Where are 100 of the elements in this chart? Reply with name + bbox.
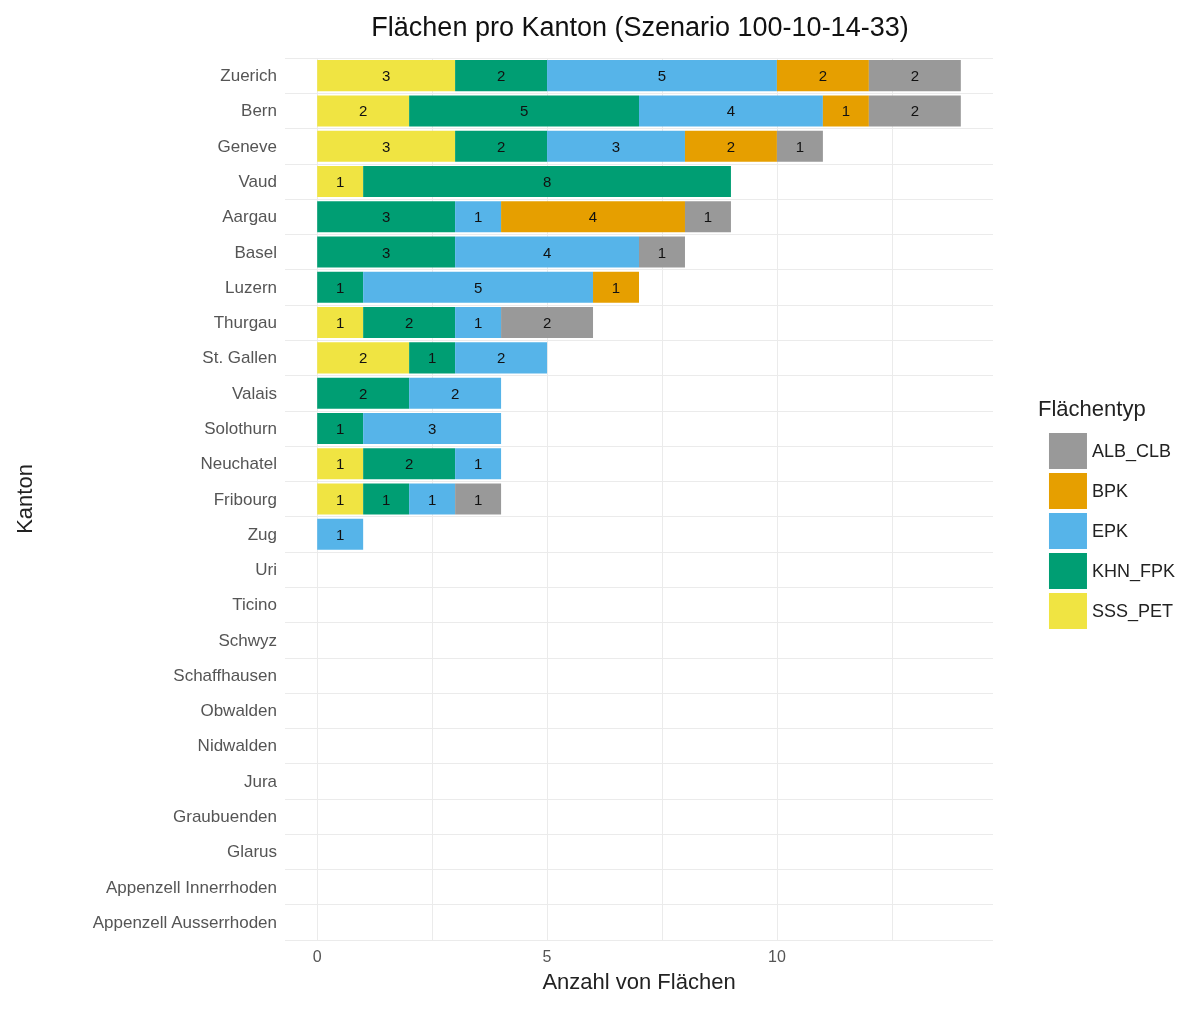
- y-tick-label: Basel: [234, 242, 277, 262]
- data-label: 2: [358, 102, 368, 120]
- bar: [363, 448, 456, 480]
- y-tick-label: Graubuenden: [173, 807, 277, 827]
- bar: [455, 342, 548, 374]
- data-label: 1: [657, 243, 667, 261]
- bar: [455, 201, 502, 233]
- data-label: 1: [703, 208, 713, 226]
- data-label: 1: [841, 102, 851, 120]
- bar: [317, 60, 456, 92]
- bar: [317, 130, 456, 162]
- y-tick-label: Jura: [243, 771, 278, 791]
- bar: [363, 165, 731, 197]
- y-tick-label: Ticino: [232, 595, 277, 615]
- data-label: 1: [336, 455, 345, 473]
- bar: [317, 201, 456, 233]
- bar: [455, 448, 502, 480]
- data-label: 3: [381, 243, 391, 261]
- data-label: 5: [473, 278, 483, 296]
- data-label: 3: [611, 137, 621, 155]
- data-label: 2: [358, 384, 368, 402]
- data-label: 1: [473, 208, 483, 226]
- chart-title: Flächen pro Kanton (Szenario 100-10-14-33): [371, 11, 909, 42]
- data-label: 1: [336, 525, 345, 543]
- bar: [639, 95, 823, 127]
- y-tick-label: Fribourg: [213, 489, 277, 509]
- y-tick-label: Vaud: [238, 171, 277, 191]
- bar: [409, 483, 456, 515]
- data-label: 3: [381, 137, 391, 155]
- y-tick-label: Obwalden: [200, 701, 277, 721]
- data-label: 1: [336, 490, 345, 508]
- data-label: 1: [795, 137, 805, 155]
- bar: [455, 483, 502, 515]
- bar: [593, 271, 639, 303]
- bar: [455, 307, 502, 339]
- bar: [501, 307, 594, 339]
- legend-title: Flächentyp: [1038, 395, 1146, 421]
- data-label: 3: [381, 67, 391, 85]
- y-tick-label: Luzern: [225, 277, 277, 297]
- bar: [684, 201, 731, 233]
- data-label: 4: [542, 243, 552, 261]
- x-tick-label: 10: [768, 947, 786, 965]
- y-axis-title: Kanton: [11, 464, 37, 534]
- data-label: 2: [818, 67, 828, 85]
- bar: [409, 342, 456, 374]
- y-tick-label: Schaffhausen: [173, 665, 277, 685]
- data-label: 5: [519, 102, 529, 120]
- y-tick-label: Valais: [231, 383, 277, 403]
- data-label: 2: [910, 67, 920, 85]
- bar: [455, 130, 548, 162]
- bar: [317, 377, 410, 409]
- bar: [409, 377, 502, 409]
- y-tick-label: Schwyz: [218, 630, 277, 650]
- data-label: 1: [427, 490, 437, 508]
- y-tick-label: Uri: [255, 560, 277, 580]
- data-label: 2: [450, 384, 460, 402]
- y-tick-label: Solothurn: [204, 418, 277, 438]
- data-label: 1: [611, 278, 621, 296]
- bar: [317, 236, 456, 268]
- bar: [776, 60, 869, 92]
- bar: [363, 483, 410, 515]
- data-label: 1: [336, 314, 345, 332]
- legend-label: SSS_PET: [1091, 601, 1174, 622]
- legend-label: EPK: [1091, 521, 1129, 541]
- x-tick-label: 5: [542, 947, 552, 965]
- bar: [317, 271, 364, 303]
- data-label: 1: [381, 490, 391, 508]
- data-label: 3: [381, 208, 391, 226]
- y-tick-label: Bern: [241, 101, 277, 121]
- bar: [317, 518, 364, 550]
- bar: [868, 95, 961, 127]
- y-tick-label: Geneve: [217, 136, 277, 156]
- bar: [317, 483, 364, 515]
- bar: [317, 448, 364, 480]
- bar: [547, 60, 777, 92]
- y-tick-label: Thurgau: [213, 313, 277, 333]
- bar: [547, 130, 685, 162]
- data-label: 3: [427, 419, 437, 437]
- bar: [317, 307, 364, 339]
- data-label: 2: [910, 102, 920, 120]
- bar: [317, 342, 410, 374]
- bar: [317, 95, 410, 127]
- y-tick-label: Zug: [247, 524, 277, 544]
- y-tick-label: Appenzell Ausserrhoden: [92, 912, 277, 932]
- bar: [822, 95, 869, 127]
- bar: [501, 201, 685, 233]
- bar: [363, 412, 502, 444]
- legend-label: KHN_FPK: [1091, 561, 1176, 582]
- data-label: 1: [473, 314, 483, 332]
- data-label: 8: [542, 172, 552, 190]
- data-label: 2: [496, 67, 506, 85]
- y-tick-label: Aargau: [222, 207, 277, 227]
- bar: [684, 130, 777, 162]
- legend-label: BPK: [1091, 481, 1129, 501]
- bar: [363, 307, 456, 339]
- data-label: 2: [496, 137, 506, 155]
- bar: [455, 60, 548, 92]
- data-label: 1: [336, 278, 345, 296]
- bar: [455, 236, 639, 268]
- bar: [868, 60, 961, 92]
